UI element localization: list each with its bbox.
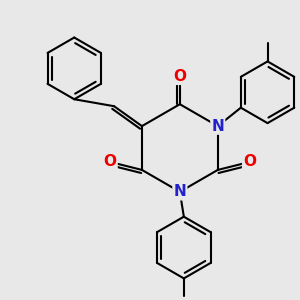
- Text: N: N: [212, 118, 224, 134]
- Text: O: O: [103, 154, 117, 169]
- Text: N: N: [173, 184, 186, 199]
- Text: O: O: [173, 69, 186, 84]
- Text: O: O: [243, 154, 256, 169]
